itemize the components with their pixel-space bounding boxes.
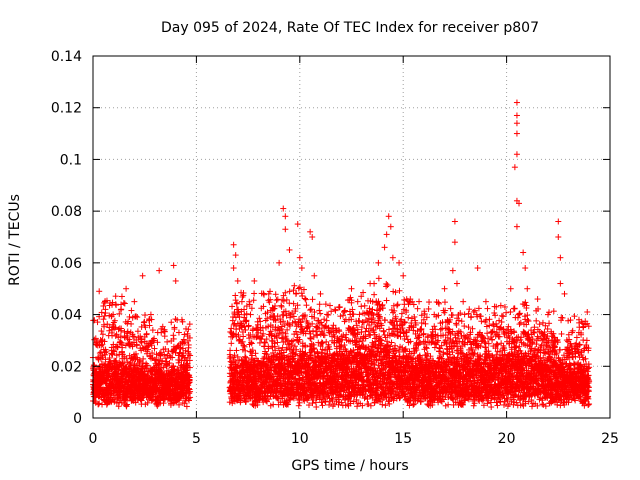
chart-title: Day 095 of 2024, Rate Of TEC Index for r… [161, 20, 539, 36]
roti-scatter-chart: Day 095 of 2024, Rate Of TEC Index for r… [0, 0, 640, 480]
chart-background [0, 0, 640, 480]
